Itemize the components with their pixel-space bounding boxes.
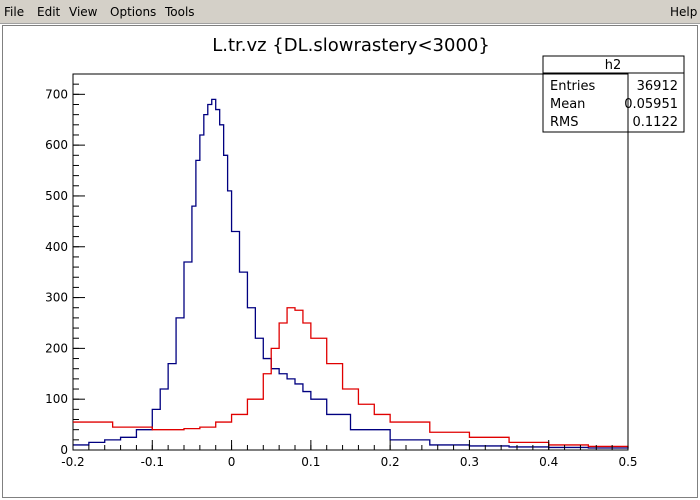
menu-bar: File Edit View Options Tools Help	[0, 0, 700, 24]
x-tick-label: 0.3	[460, 455, 479, 469]
menu-edit[interactable]: Edit	[37, 5, 61, 19]
series-line-1	[73, 307, 629, 448]
x-tick-label: 0	[228, 455, 236, 469]
menu-help[interactable]: Help	[670, 5, 698, 19]
stats-rms-label: RMS	[550, 115, 579, 130]
y-tick-label: 0	[60, 443, 68, 457]
x-tick-label: -0.1	[141, 455, 164, 469]
menu-view[interactable]: View	[69, 5, 98, 19]
y-tick-label: 400	[45, 240, 68, 254]
y-tick-label: 700	[45, 87, 68, 101]
stats-mean-value: 0.05951	[624, 97, 678, 112]
y-tick-label: 100	[45, 392, 68, 406]
x-tick-label: 0.4	[539, 455, 558, 469]
menu-tools[interactable]: Tools	[165, 5, 195, 19]
x-tick-label: -0.2	[61, 455, 84, 469]
x-tick-label: 0.5	[618, 455, 637, 469]
chart-title: L.tr.vz {DL.slowrastery<3000}	[212, 35, 490, 56]
y-tick-label: 600	[45, 138, 68, 152]
stats-box: h2 Entries 36912 Mean 0.05951 RMS 0.1122	[542, 55, 685, 133]
series-line-0	[73, 98, 629, 449]
stats-entries-value: 36912	[637, 79, 678, 94]
y-tick-label: 200	[45, 341, 68, 355]
menu-file[interactable]: File	[4, 5, 25, 19]
menu-options[interactable]: Options	[110, 5, 157, 19]
stats-entries-label: Entries	[550, 79, 596, 94]
y-tick-label: 300	[45, 291, 68, 305]
stats-mean-label: Mean	[550, 97, 585, 112]
stats-rms-value: 0.1122	[633, 115, 679, 130]
x-tick-label: 0.2	[381, 455, 400, 469]
plot-frame	[72, 73, 629, 451]
stats-name: h2	[605, 58, 622, 73]
x-tick-label: 0.1	[301, 455, 320, 469]
histogram-plot: L.tr.vz {DL.slowrastery<3000} h2 Entries…	[45, 35, 685, 469]
y-tick-label: 500	[45, 189, 68, 203]
plot-canvas[interactable]: L.tr.vz {DL.slowrastery<3000} h2 Entries…	[2, 25, 698, 498]
